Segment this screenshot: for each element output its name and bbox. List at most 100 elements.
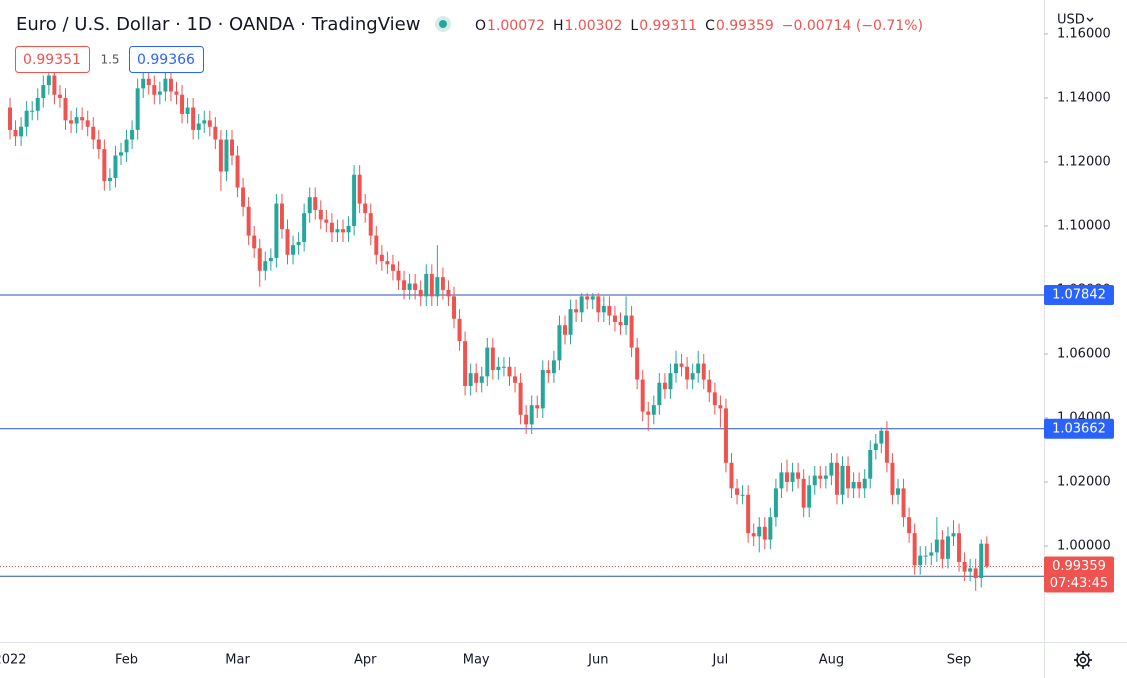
- candle-body: [69, 120, 74, 124]
- candle-body: [945, 536, 950, 559]
- candle-body: [329, 222, 334, 233]
- candle-body: [890, 462, 895, 495]
- candle-body: [718, 405, 723, 409]
- candle-body: [74, 117, 79, 124]
- status-dot: [439, 20, 447, 28]
- candle-body: [723, 408, 728, 463]
- candle-body: [163, 78, 168, 92]
- dropdown-icon[interactable]: [1086, 17, 1094, 22]
- candle-body: [279, 203, 284, 230]
- buy-button[interactable]: [129, 46, 204, 73]
- buy-price[interactable]: 0.99366: [137, 52, 195, 68]
- sell-button[interactable]: [15, 46, 90, 73]
- candle-body: [746, 494, 751, 534]
- ohlc-key: C: [705, 18, 715, 34]
- candle-body: [207, 120, 212, 127]
- candle-body: [168, 78, 173, 92]
- candle-body: [235, 155, 240, 188]
- candle-body: [63, 97, 68, 121]
- candle-body: [690, 373, 695, 380]
- candle-body: [840, 465, 845, 495]
- candle-body: [796, 472, 801, 479]
- ohlc-value: 0.99311: [639, 18, 697, 34]
- candle-body: [590, 296, 595, 300]
- candle-body: [601, 305, 606, 313]
- y-tick-label: 1.10000: [1057, 218, 1111, 233]
- candle-body: [124, 139, 129, 153]
- candle-body: [429, 273, 434, 297]
- candle-body: [85, 120, 90, 127]
- candle-body: [740, 494, 745, 496]
- candle-body: [191, 107, 196, 130]
- last-price-label: 0.99359: [1052, 559, 1106, 574]
- candle-body: [285, 229, 290, 255]
- y-tick-label: 1.06000: [1057, 346, 1111, 361]
- candle-body: [135, 88, 140, 130]
- candle-body: [402, 280, 407, 290]
- candle-body: [468, 373, 473, 386]
- candle-body: [296, 241, 301, 246]
- settings-icon[interactable]: [1074, 651, 1092, 669]
- candle-body: [524, 414, 529, 425]
- last-price-bg: [1044, 556, 1114, 593]
- candle-body: [918, 555, 923, 566]
- candle-body: [24, 110, 29, 127]
- price-label-bg: [1044, 418, 1114, 439]
- candle-body: [757, 526, 762, 537]
- header-bg: [0, 6, 940, 44]
- candle-body: [979, 543, 984, 578]
- candle-body: [557, 325, 562, 361]
- candle-body: [540, 369, 545, 409]
- candle-body: [396, 270, 401, 281]
- price-label-bg: [1044, 285, 1114, 306]
- candle-body: [257, 248, 262, 271]
- candles: [8, 65, 989, 591]
- candle-body: [940, 539, 945, 559]
- ohlc-value: 1.00072: [487, 18, 545, 34]
- candle-body: [463, 341, 468, 386]
- candle-body: [46, 75, 51, 86]
- candle-body: [962, 561, 967, 572]
- y-tick-label: 1.00000: [1057, 538, 1111, 553]
- candle-body: [446, 289, 451, 297]
- spread: 1.5: [100, 53, 119, 67]
- candle-body: [107, 177, 112, 182]
- candle-body: [318, 209, 323, 220]
- candle-body: [357, 174, 362, 204]
- candle-body: [246, 206, 251, 236]
- candle-body: [490, 347, 495, 370]
- candle-body: [174, 91, 179, 95]
- candle-body: [696, 363, 701, 374]
- candle-body: [762, 526, 767, 540]
- candle-body: [218, 139, 223, 172]
- candle-body: [568, 309, 573, 335]
- candle-body: [268, 257, 273, 262]
- candle-body: [812, 475, 817, 486]
- currency-button[interactable]: USD: [1057, 13, 1085, 28]
- candle-body: [879, 430, 884, 444]
- candle-body: [418, 289, 423, 297]
- ohlc-value: 1.00302: [564, 18, 622, 34]
- candle-body: [119, 152, 123, 156]
- candle-body: [984, 543, 989, 567]
- candle-body: [485, 347, 490, 377]
- candle-body: [102, 149, 107, 182]
- candle-body: [146, 78, 151, 86]
- candle-body: [302, 213, 307, 242]
- price-label: 1.03662: [1052, 421, 1106, 436]
- x-tick-label: 2022: [0, 653, 27, 668]
- candle-body: [96, 139, 101, 150]
- candle-body: [185, 107, 190, 114]
- candle-body: [346, 225, 351, 233]
- candle-body: [862, 478, 867, 489]
- sell-price[interactable]: 0.99351: [23, 52, 81, 68]
- candle-body: [374, 235, 379, 255]
- chart-title: Euro / U.S. Dollar · 1D · OANDA · Tradin…: [16, 14, 420, 35]
- price-label: 1.07842: [1052, 288, 1106, 303]
- candle-body: [823, 475, 828, 479]
- candle-body: [912, 533, 917, 566]
- candle-body: [790, 472, 795, 482]
- candle-body: [907, 517, 912, 534]
- candle-body: [957, 533, 962, 562]
